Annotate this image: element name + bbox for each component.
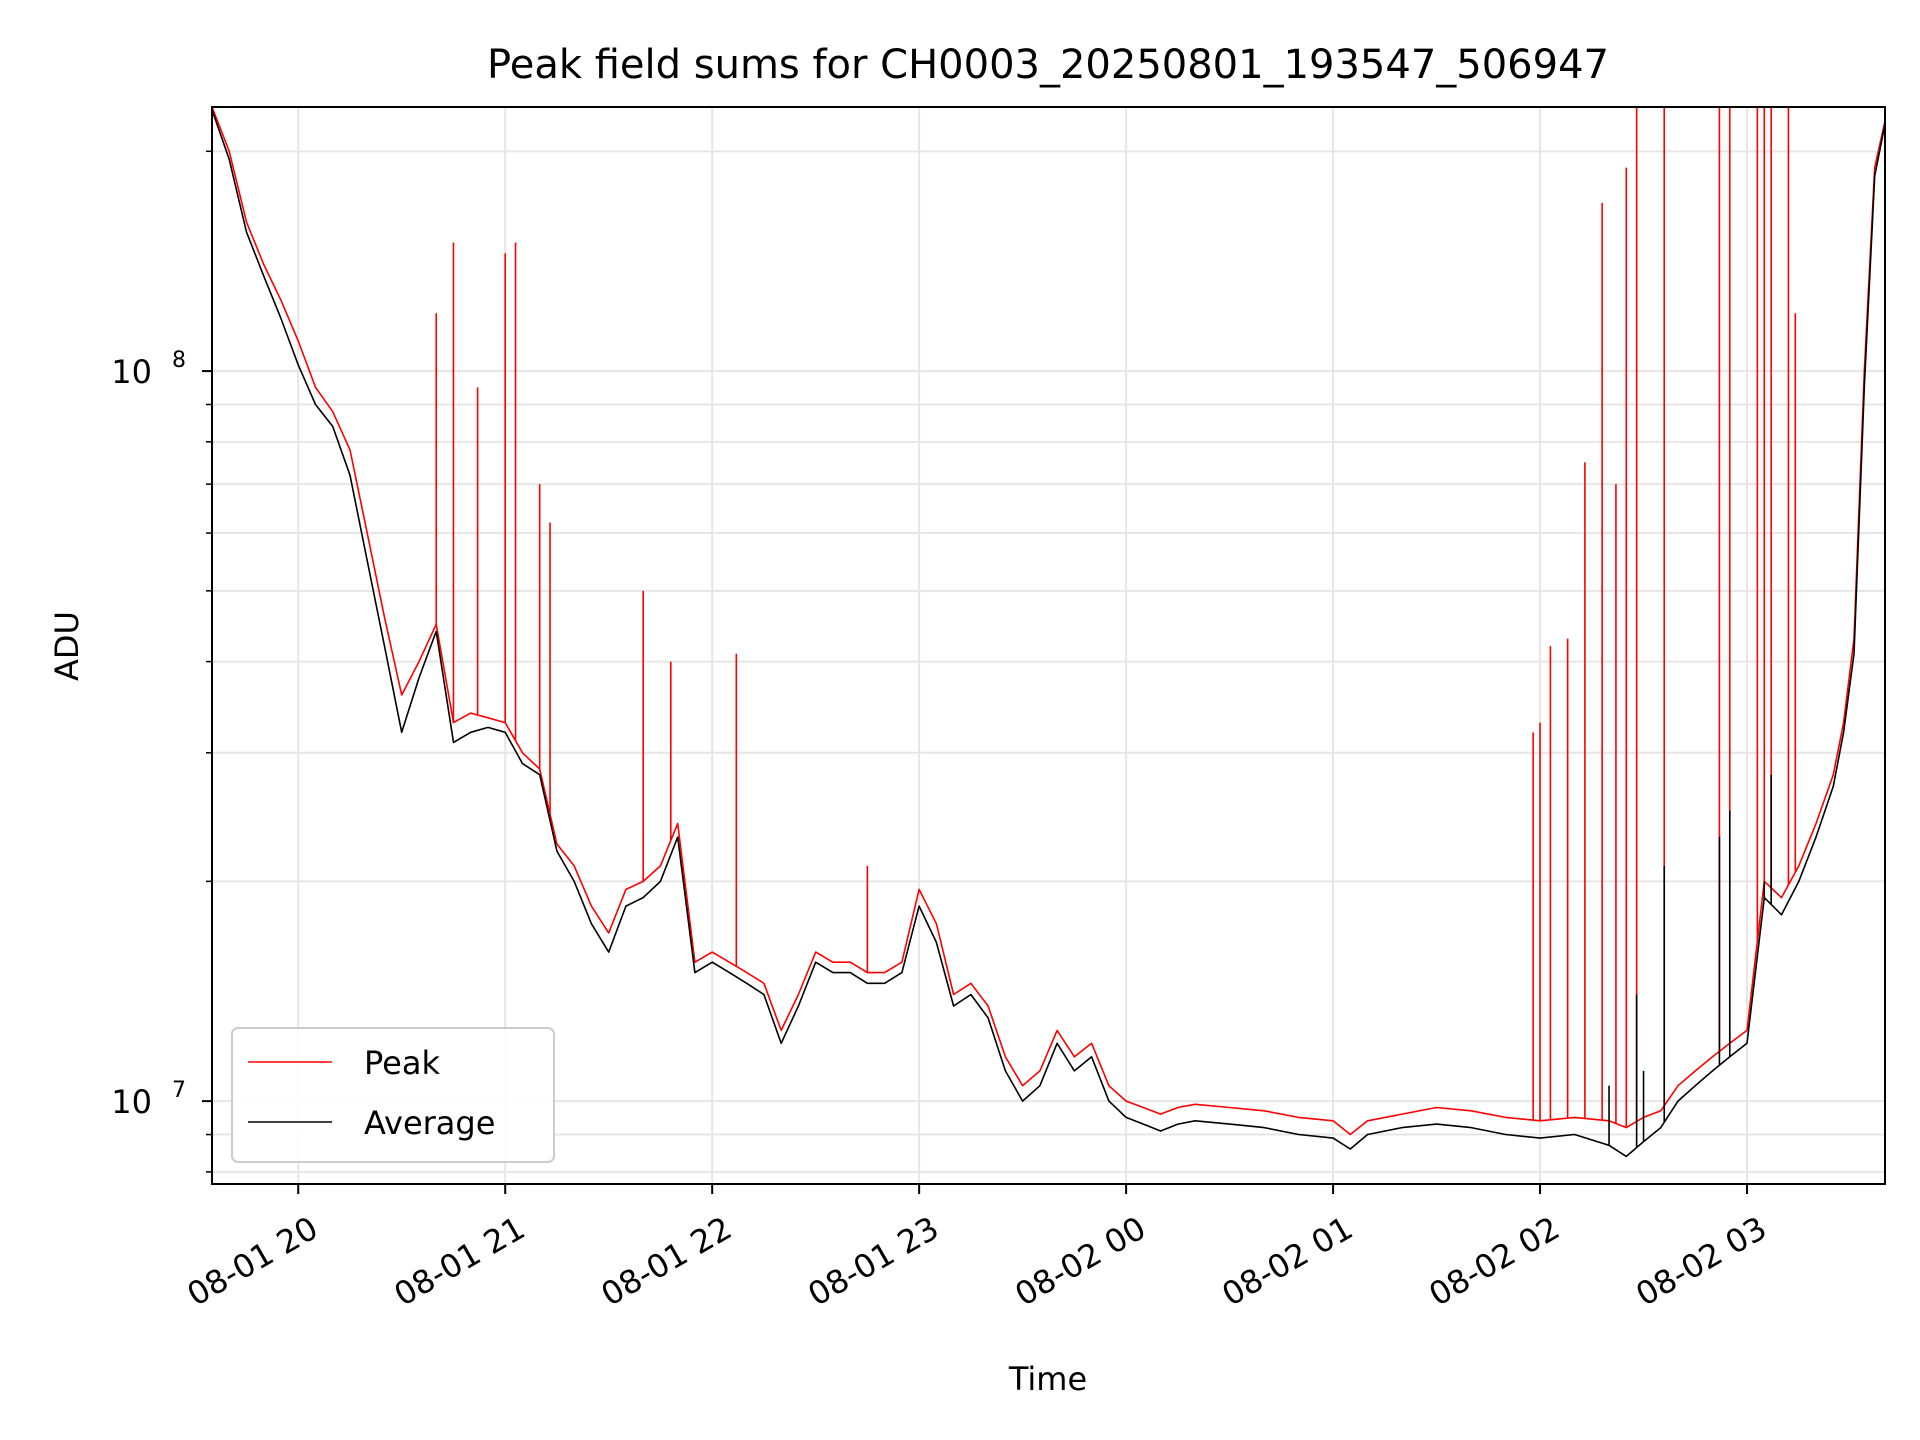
y-tick-label-exponent: 7 (172, 1078, 186, 1103)
grid (212, 107, 1885, 1184)
y-tick-label-exponent: 8 (172, 348, 186, 373)
legend: Peak Average (231, 1027, 555, 1163)
y-axis: 10 7 10 8 (111, 150, 212, 1173)
y-axis-label: ADU (48, 611, 86, 681)
series-line-average (212, 109, 1885, 1158)
y-tick-label: 10 (111, 1083, 152, 1121)
x-axis-label: Time (1008, 1360, 1087, 1398)
chart-title: Peak field sums for CH0003_20250801_1935… (487, 42, 1609, 88)
legend-label-peak: Peak (364, 1044, 440, 1082)
plot-frame (211, 106, 1886, 1185)
legend-label-average: Average (364, 1104, 495, 1142)
series-line-peak (212, 107, 1885, 1136)
y-tick-label: 10 (111, 353, 152, 391)
y-tick-label-base: 10 (111, 1083, 152, 1121)
y-tick-label-base: 10 (111, 353, 152, 391)
plot-series-group (212, 107, 1885, 1158)
